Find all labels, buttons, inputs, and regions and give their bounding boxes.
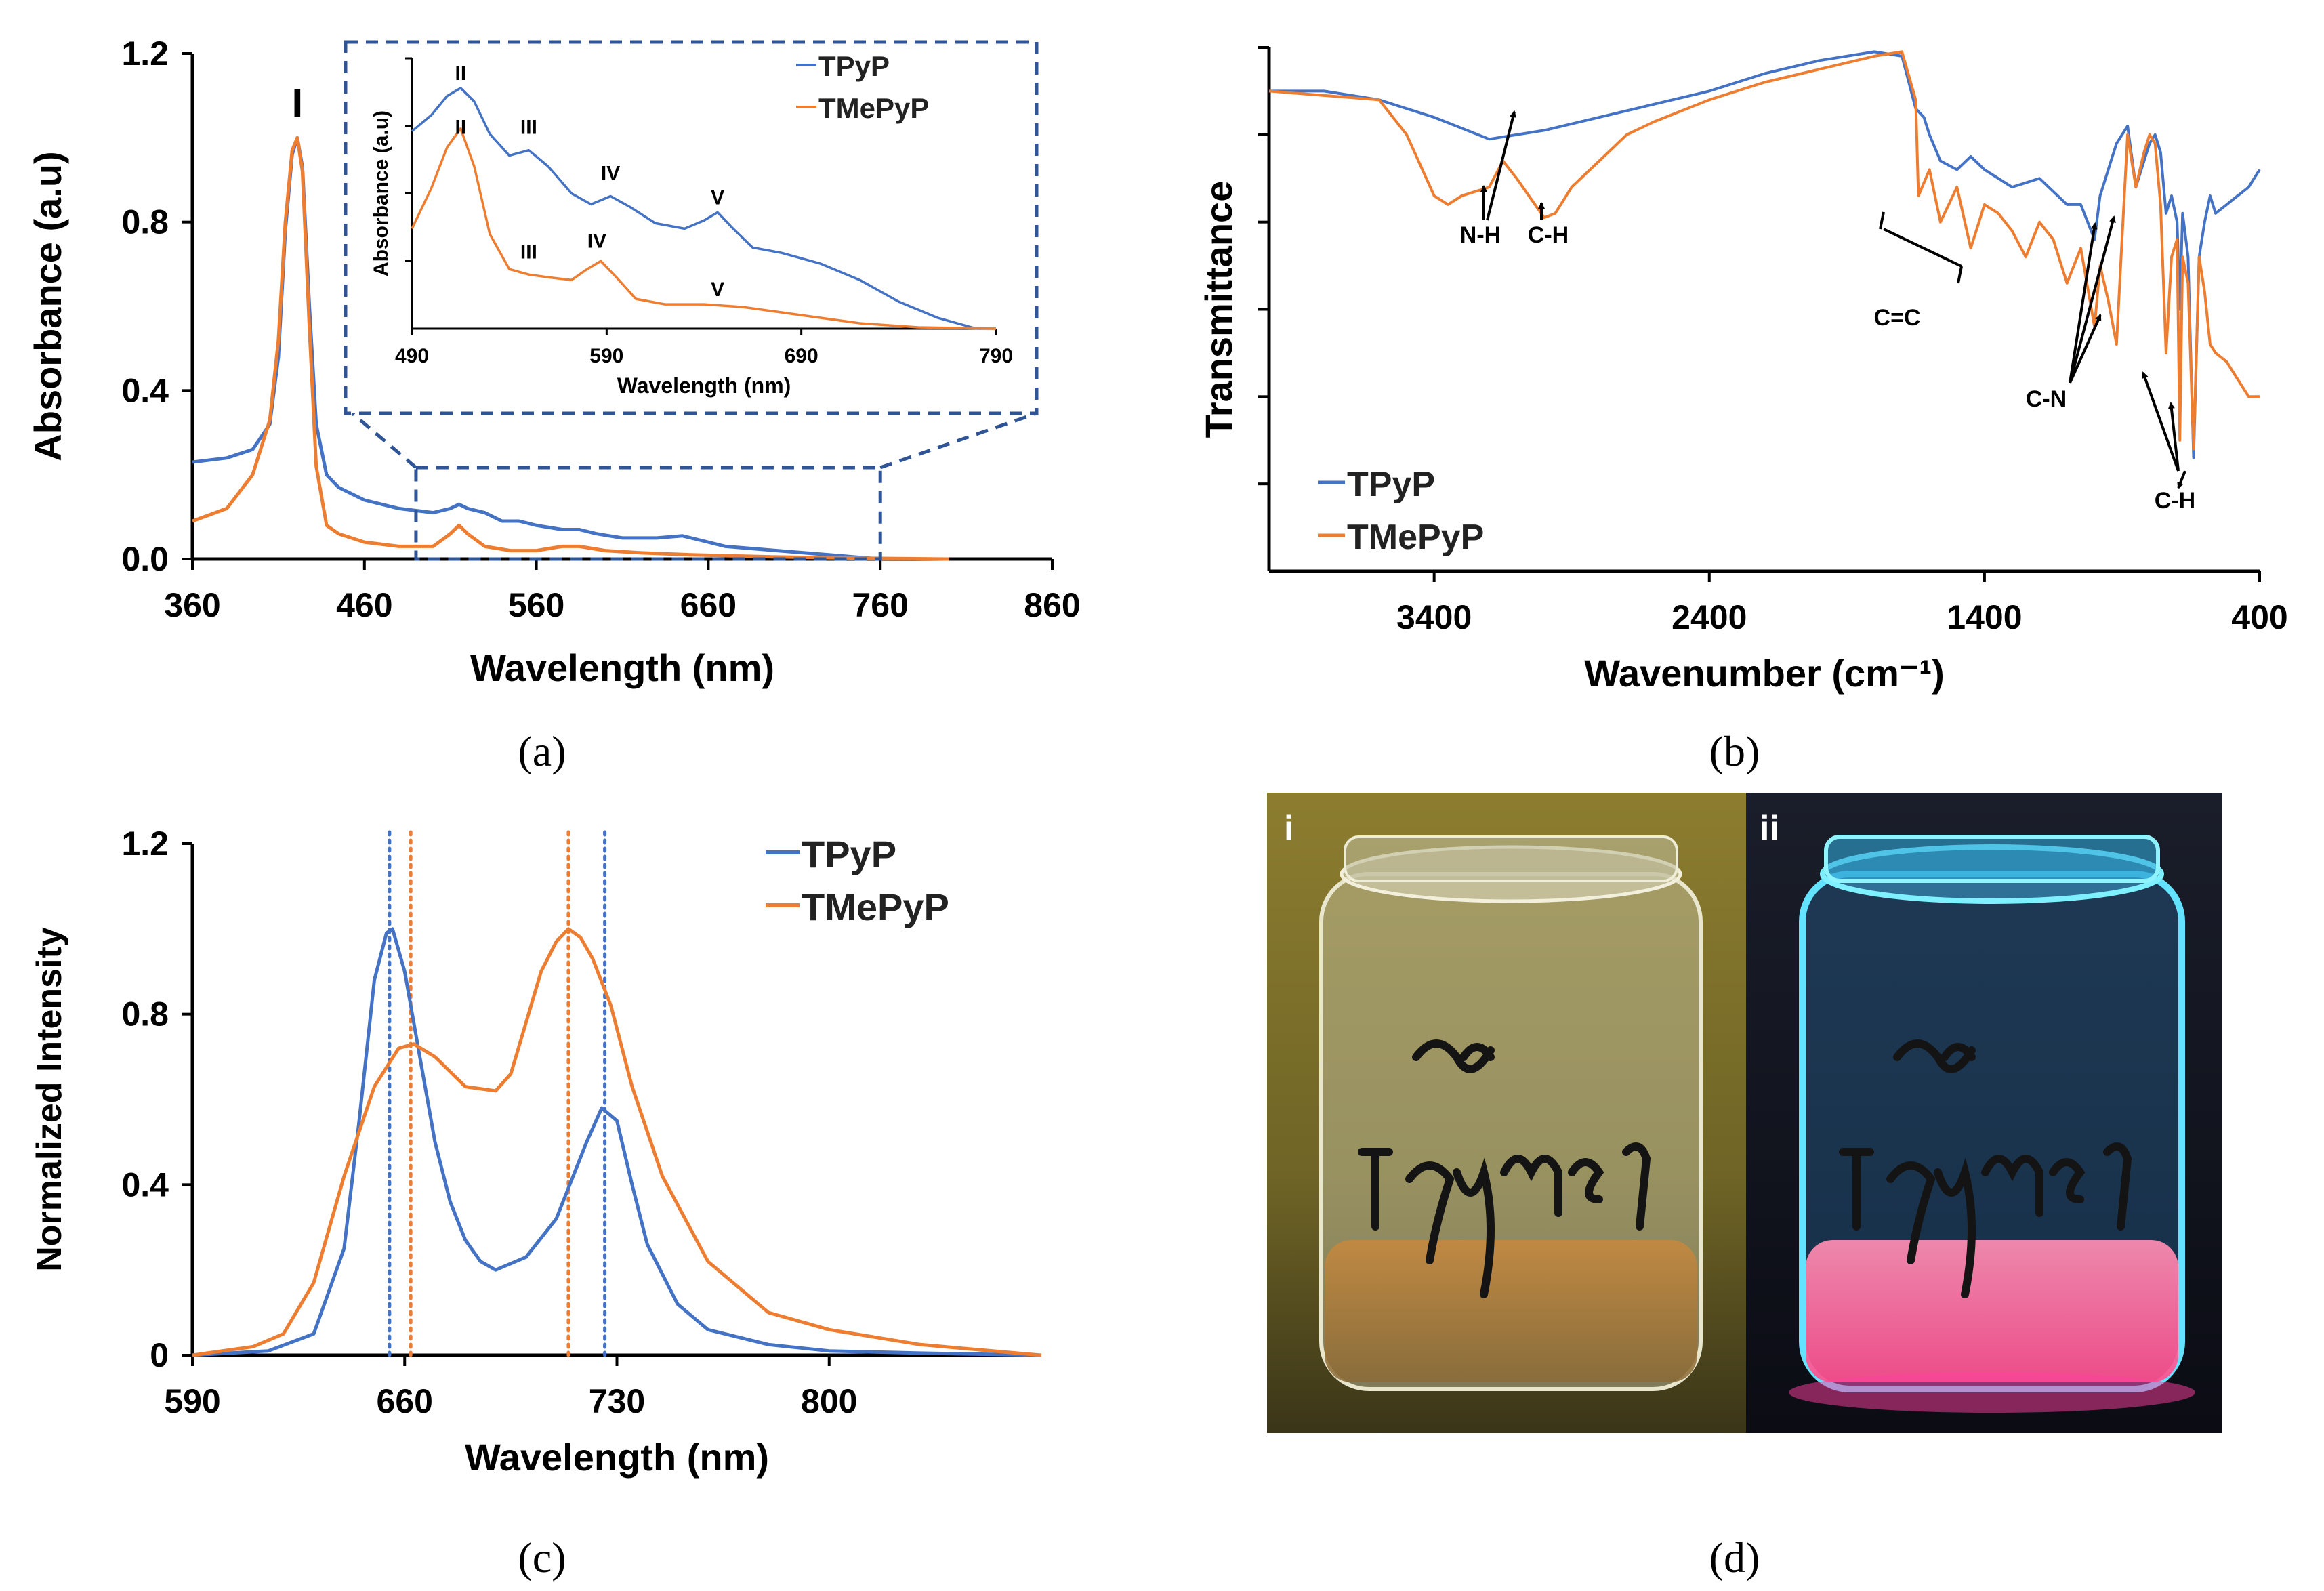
y-tick-label: 0 [150,1336,169,1374]
x-axis-label: Wavenumber (cm⁻¹) [1584,652,1945,695]
band-annotation: III [520,117,537,139]
photo-panel-d: i ii [1267,793,2222,1433]
x-axis-label: Wavelength (nm) [617,373,791,398]
x-tick-label: 560 [508,586,564,624]
y-tick-label: 0.8 [121,203,169,241]
y-tick-label: 0.8 [121,995,169,1033]
x-tick-label: 790 [979,345,1013,367]
chart-c: 590 660 730 800 0 0.4 0.8 1.2 Wavelength (nm) Nor… [30,825,1042,1479]
zoom-connector-left [351,412,417,469]
band-annotation: II [455,117,466,139]
annotation-arrow [1486,110,1516,221]
y-tick-label: 1.2 [121,825,169,863]
x-tick-label: 3400 [1396,598,1472,636]
series-line-tmepyp [411,127,997,330]
series-line-tmepyp [192,927,1042,1357]
series-line-tmepyp [192,136,949,561]
x-tick-label: 400 [2231,598,2287,636]
charts-layer: 360 460 560 660 760 860 0.0 0.4 0.8 1.2 Wavelength… [26,35,2288,1479]
chart-a: 360 460 560 660 760 860 0.0 0.4 0.8 1.2 Wavelength… [26,35,1081,689]
y-axis-label: Absorbance (a.u) [26,151,69,461]
x-tick-label: 590 [589,345,623,367]
y-tick-label: 1.2 [121,35,169,73]
caption-c: (c) [518,1533,566,1582]
caption-d: (d) [1709,1533,1760,1582]
x-tick-label: 690 [785,345,818,367]
series-line-tmepyp [1268,50,2260,451]
caption-a: (a) [518,727,566,775]
band-annotation: V [711,186,724,209]
jar-daylight [1319,835,1703,1391]
series-line-tpyp [411,87,996,330]
jar-uv [1789,835,2195,1413]
chart-a-inset: 490 590 690 790 Wavelength (nm) Absorbance (a… [370,50,1013,398]
annotation-arrow [2177,470,2186,489]
band-annotation: C-H [1528,222,1569,248]
y-axis-label: Transmittance [1197,181,1240,438]
x-tick-label: 800 [801,1382,857,1420]
x-tick-label: 2400 [1672,598,1747,636]
band-annotation: IV [601,163,620,185]
band-annotation: C=C [1874,305,1921,331]
x-tick-label: 760 [852,586,908,624]
annotation-arrow [2167,402,2180,472]
x-tick-label: 460 [336,586,392,624]
cc-bracket [1879,211,1963,284]
x-tick-label: 730 [589,1382,645,1420]
legend-label: TMePyP [818,92,929,124]
band-annotation: C-N [2026,386,2067,412]
legend-label: TPyP [802,833,896,875]
x-tick-label: 590 [164,1382,220,1420]
peak-annotation: I [291,80,303,125]
photo-label-ii: ii [1760,809,1779,848]
x-tick-label: 660 [377,1382,433,1420]
photo-label-i: i [1284,809,1293,848]
band-annotation: V [711,278,724,301]
x-tick-label: 490 [395,345,429,367]
annotation-arrow [2141,371,2180,472]
x-tick-label: 1400 [1947,598,2022,636]
caption-b: (b) [1709,727,1760,775]
annotation-arrow [2069,222,2098,384]
band-annotation: N-H [1460,222,1501,248]
zoom-connector-right [879,411,1037,470]
chart-b: 3400 2400 1400 400 Wavenumber (cm⁻¹) Transmit… [1197,46,2288,695]
x-tick-label: 360 [164,586,220,624]
y-tick-label: 0.4 [121,371,169,409]
legend-label: TMePyP [1347,518,1484,557]
band-annotation: II [455,62,466,85]
x-axis-label: Wavelength (nm) [465,1436,769,1479]
legend-label: TPyP [818,50,890,82]
band-annotation: IV [587,230,606,252]
x-tick-label: 860 [1024,586,1080,624]
x-tick-label: 660 [680,586,736,624]
y-axis-label: Absorbance (a.u) [370,110,392,276]
x-axis-label: Wavelength (nm) [470,646,774,689]
series-line-tpyp [192,927,1042,1357]
legend-label: TPyP [1347,465,1435,504]
series-line-tpyp [1269,50,2261,459]
annotation-arrow [2069,215,2116,384]
annotation-arrow [2069,314,2102,384]
band-annotation: III [520,241,537,263]
y-axis-label: Normalized Intensity [30,927,69,1272]
legend-label: TMePyP [802,886,949,928]
band-annotation: C-H [2155,488,2195,514]
y-tick-label: 0.4 [121,1165,169,1203]
zoom-region-box [414,466,882,561]
inset-box [344,40,1039,415]
y-tick-label: 0.0 [121,540,169,578]
